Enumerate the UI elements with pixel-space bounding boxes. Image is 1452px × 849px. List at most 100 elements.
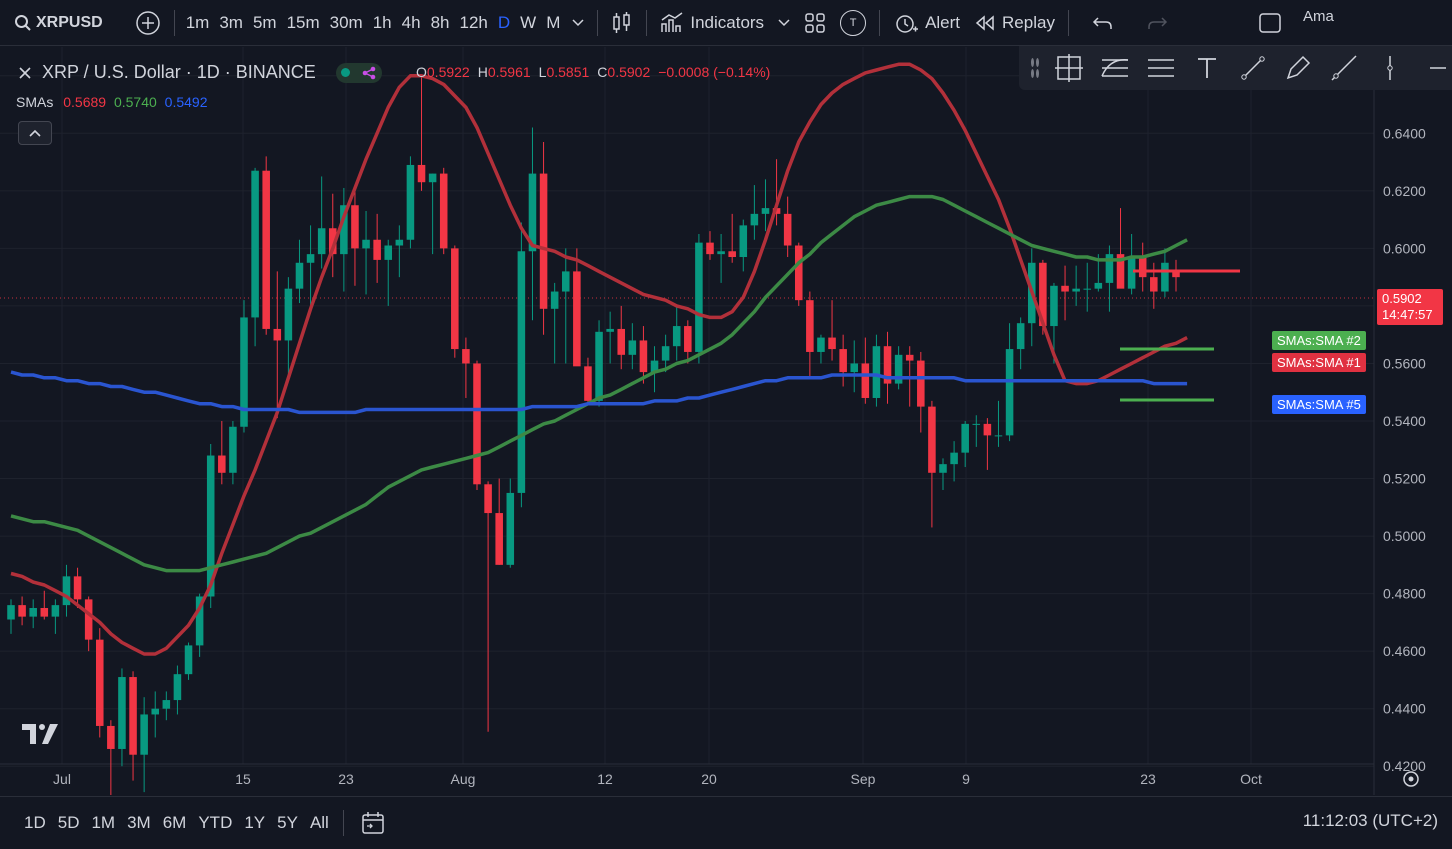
replay-button[interactable]: Replay: [967, 0, 1062, 45]
chevron-down-icon: [778, 18, 790, 26]
candle-body: [750, 213, 759, 226]
candle-body: [484, 484, 492, 514]
candle-body: [1105, 254, 1114, 283]
candle: [506, 478, 515, 568]
timeframe-8h[interactable]: 8h: [430, 12, 450, 32]
candle: [240, 300, 248, 433]
candle: [650, 346, 659, 393]
drag-handle[interactable]: [1031, 58, 1039, 78]
candle: [517, 222, 526, 508]
candle-body: [51, 605, 60, 617]
candle: [140, 697, 148, 793]
range-ytd[interactable]: YTD: [198, 813, 233, 832]
chart-type-button[interactable]: [604, 0, 640, 45]
sma-line-3[interactable]: [10, 370, 1188, 415]
range-3m[interactable]: 3M: [127, 813, 151, 832]
last-price-value: 0.5902: [1382, 291, 1422, 306]
divider: [173, 9, 175, 36]
candle-body: [229, 426, 237, 473]
timeframe-dropdown[interactable]: [565, 0, 591, 45]
symbol-search-button[interactable]: XRPUSD: [0, 0, 110, 45]
redo-icon: [1148, 16, 1168, 29]
time-tick: 20: [701, 771, 717, 787]
fullscreen-button[interactable]: [1251, 0, 1289, 45]
undo-button[interactable]: [1085, 0, 1121, 45]
goto-date-button[interactable]: [360, 810, 386, 836]
timeframe-12h[interactable]: 12h: [459, 12, 488, 32]
timeframe-1m[interactable]: 1m: [185, 12, 210, 32]
redo-button[interactable]: [1139, 0, 1175, 45]
candle-body: [961, 423, 969, 453]
timeframe-5m[interactable]: 5m: [252, 12, 277, 32]
indicators-dropdown[interactable]: [771, 0, 797, 45]
account-menu[interactable]: Ama: [1289, 0, 1341, 40]
candle: [950, 441, 958, 482]
timeframe-m[interactable]: M: [546, 12, 561, 32]
share-icon: [362, 66, 376, 79]
time-axis[interactable]: Jul 15 23 Aug 12 20 Sep 9 23 Oct: [53, 771, 1262, 787]
account-label: Ama: [1302, 8, 1334, 25]
candle-body: [939, 464, 947, 473]
candle: [18, 596, 26, 626]
candle-body: [317, 228, 326, 255]
timezone-clock[interactable]: 11:12:03 (UTC+2): [1302, 811, 1438, 830]
candle-body: [783, 213, 792, 246]
text-tool[interactable]: [1191, 51, 1223, 85]
candle-body: [473, 363, 481, 485]
close-icon[interactable]: [18, 66, 32, 80]
parallel-channel-tool[interactable]: [1145, 51, 1177, 85]
alert-button[interactable]: Alert: [886, 0, 967, 45]
user-drawings[interactable]: [1120, 269, 1240, 402]
candle: [872, 334, 881, 407]
candle: [162, 691, 171, 721]
range-1d[interactable]: 1D: [24, 813, 46, 832]
timeframe-w[interactable]: W: [520, 12, 537, 32]
chart-settings-button[interactable]: [1403, 771, 1419, 787]
layout-button[interactable]: [797, 0, 833, 45]
range-1m[interactable]: 1M: [91, 813, 116, 832]
candle-body: [1061, 285, 1069, 292]
candle-body: [794, 245, 803, 301]
sma-line-2[interactable]: [10, 194, 1188, 573]
trend-line-tool[interactable]: [1237, 51, 1269, 85]
timeframe-15m[interactable]: 15m: [286, 12, 320, 32]
timeframe-3m[interactable]: 3m: [219, 12, 243, 32]
time-tick: Aug: [451, 771, 476, 787]
candle-body: [1172, 271, 1180, 278]
indicators-button[interactable]: Indicators: [653, 0, 771, 45]
timeframe-4h[interactable]: 4h: [401, 12, 421, 32]
timeframe-1h[interactable]: 1h: [372, 12, 392, 32]
candle: [1083, 262, 1092, 312]
fib-tool[interactable]: [1099, 51, 1131, 85]
timeframe-30m[interactable]: 30m: [329, 12, 363, 32]
vertical-line-tool[interactable]: [1374, 51, 1406, 85]
candle-body: [550, 291, 559, 309]
templates-button[interactable]: T: [833, 0, 873, 45]
range-6m[interactable]: 6M: [162, 813, 187, 832]
range-5y[interactable]: 5Y: [277, 813, 298, 832]
candle: [95, 628, 104, 738]
candle: [7, 599, 15, 634]
candle: [406, 156, 415, 249]
ray-tool[interactable]: [1328, 51, 1360, 85]
tradingview-logo[interactable]: [20, 722, 60, 751]
brush-tool[interactable]: [1282, 51, 1314, 85]
price-axis[interactable]: 0.66000.64000.62000.60000.58000.56000.54…: [1383, 68, 1426, 774]
candle-body: [528, 173, 537, 252]
candle: [684, 320, 692, 364]
timeframe-d[interactable]: D: [497, 12, 511, 32]
candle-body: [595, 331, 603, 401]
range-all[interactable]: All: [309, 813, 329, 832]
crosshair-tool[interactable]: [1053, 51, 1085, 85]
candle-body: [717, 251, 725, 255]
candle-body: [539, 173, 548, 309]
price-chart[interactable]: 0.66000.64000.62000.60000.58000.56000.54…: [0, 0, 1452, 796]
compare-button[interactable]: [128, 0, 168, 45]
candle-body: [1127, 257, 1136, 289]
sma-line-1[interactable]: [10, 62, 1188, 656]
range-5d[interactable]: 5D: [57, 813, 80, 832]
range-1y[interactable]: 1Y: [244, 813, 266, 832]
legend-collapse-button[interactable]: [18, 121, 52, 145]
horizontal-line-tool[interactable]: [1420, 51, 1452, 85]
data-window-toggle[interactable]: [335, 62, 382, 83]
